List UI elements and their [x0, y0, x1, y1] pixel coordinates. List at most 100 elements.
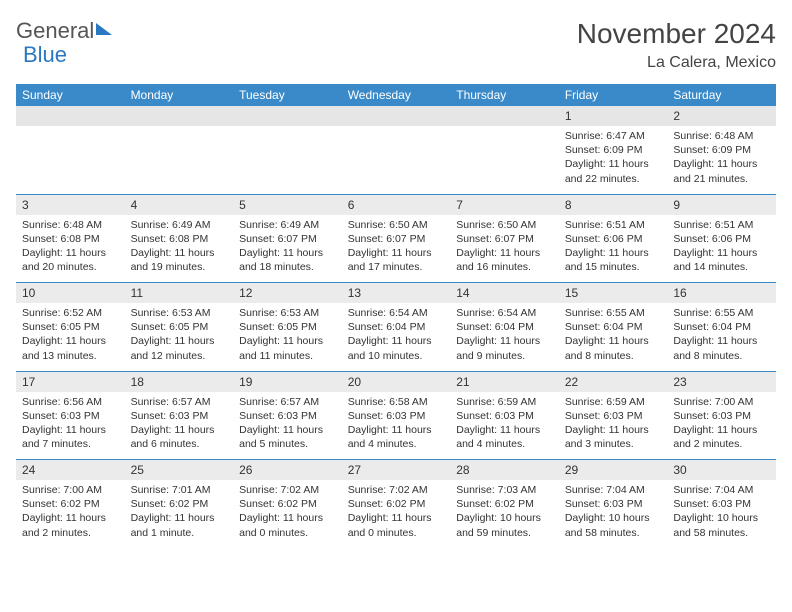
dayhead-sun: Sunday [16, 84, 125, 106]
day-line: and 3 minutes. [565, 437, 662, 451]
day-cell: Sunrise: 7:03 AMSunset: 6:02 PMDaylight:… [450, 480, 559, 548]
day-cell [16, 126, 125, 194]
day-line: Sunset: 6:02 PM [131, 497, 228, 511]
date-number: 1 [559, 106, 668, 126]
content-row: Sunrise: 6:56 AMSunset: 6:03 PMDaylight:… [16, 392, 776, 460]
day-line: and 8 minutes. [673, 349, 770, 363]
day-line: Daylight: 11 hours [131, 334, 228, 348]
day-cell: Sunrise: 6:58 AMSunset: 6:03 PMDaylight:… [342, 392, 451, 460]
date-number: 25 [125, 460, 234, 481]
day-line: Sunrise: 6:53 AM [131, 306, 228, 320]
day-line: and 13 minutes. [22, 349, 119, 363]
date-number: 26 [233, 460, 342, 481]
day-line: Sunrise: 6:58 AM [348, 395, 445, 409]
date-number: 16 [667, 283, 776, 304]
day-line: Sunrise: 7:00 AM [673, 395, 770, 409]
day-line: Daylight: 11 hours [456, 246, 553, 260]
day-cell: Sunrise: 6:49 AMSunset: 6:08 PMDaylight:… [125, 215, 234, 283]
day-cell: Sunrise: 6:51 AMSunset: 6:06 PMDaylight:… [667, 215, 776, 283]
day-line: Sunset: 6:08 PM [22, 232, 119, 246]
date-number: 30 [667, 460, 776, 481]
day-line: and 4 minutes. [456, 437, 553, 451]
day-line: Sunrise: 6:55 AM [565, 306, 662, 320]
day-cell: Sunrise: 6:48 AMSunset: 6:09 PMDaylight:… [667, 126, 776, 194]
day-line: and 20 minutes. [22, 260, 119, 274]
day-line: Sunset: 6:03 PM [131, 409, 228, 423]
day-cell: Sunrise: 7:02 AMSunset: 6:02 PMDaylight:… [233, 480, 342, 548]
date-number: 14 [450, 283, 559, 304]
date-row: 17181920212223 [16, 371, 776, 392]
day-line: Sunrise: 7:04 AM [565, 483, 662, 497]
logo-text-1: General [16, 18, 94, 44]
day-cell: Sunrise: 7:02 AMSunset: 6:02 PMDaylight:… [342, 480, 451, 548]
day-line: and 2 minutes. [22, 526, 119, 540]
day-line: Sunset: 6:03 PM [673, 409, 770, 423]
day-line: Sunrise: 7:01 AM [131, 483, 228, 497]
day-line: Sunset: 6:07 PM [348, 232, 445, 246]
day-cell: Sunrise: 6:54 AMSunset: 6:04 PMDaylight:… [342, 303, 451, 371]
day-line: Sunset: 6:02 PM [348, 497, 445, 511]
date-number: 8 [559, 194, 668, 215]
header: General November 2024 La Calera, Mexico [16, 18, 776, 72]
day-line: Daylight: 11 hours [348, 334, 445, 348]
day-line: Sunrise: 6:50 AM [348, 218, 445, 232]
day-line: Daylight: 11 hours [348, 511, 445, 525]
day-line: Daylight: 11 hours [239, 423, 336, 437]
content-row: Sunrise: 6:47 AMSunset: 6:09 PMDaylight:… [16, 126, 776, 194]
logo: General [16, 18, 112, 44]
day-line: and 2 minutes. [673, 437, 770, 451]
dayhead-sat: Saturday [667, 84, 776, 106]
day-line: Sunrise: 7:00 AM [22, 483, 119, 497]
day-line: Daylight: 11 hours [348, 246, 445, 260]
day-line: Daylight: 11 hours [565, 246, 662, 260]
day-cell: Sunrise: 6:52 AMSunset: 6:05 PMDaylight:… [16, 303, 125, 371]
day-line: Daylight: 11 hours [131, 423, 228, 437]
day-cell: Sunrise: 6:50 AMSunset: 6:07 PMDaylight:… [450, 215, 559, 283]
date-number [450, 106, 559, 126]
day-line: Daylight: 11 hours [131, 246, 228, 260]
day-line: Sunrise: 6:49 AM [131, 218, 228, 232]
date-number: 7 [450, 194, 559, 215]
day-line: Sunset: 6:03 PM [22, 409, 119, 423]
content-row: Sunrise: 6:52 AMSunset: 6:05 PM Daylight:… [16, 303, 776, 371]
day-line: Sunrise: 6:52 AM [22, 306, 119, 320]
day-line: Sunset: 6:03 PM [565, 497, 662, 511]
day-cell: Sunrise: 6:54 AMSunset: 6:04 PMDaylight:… [450, 303, 559, 371]
day-line: Daylight: 11 hours [22, 511, 119, 525]
day-cell: Sunrise: 6:47 AMSunset: 6:09 PMDaylight:… [559, 126, 668, 194]
day-line: and 59 minutes. [456, 526, 553, 540]
day-cell: Sunrise: 6:55 AMSunset: 6:04 PMDaylight:… [559, 303, 668, 371]
day-line: Daylight: 11 hours [22, 423, 119, 437]
day-line: Sunrise: 7:03 AM [456, 483, 553, 497]
date-number: 17 [16, 371, 125, 392]
day-line: Daylight: 11 hours [565, 423, 662, 437]
dayhead-fri: Friday [559, 84, 668, 106]
date-number: 15 [559, 283, 668, 304]
day-line: Sunrise: 6:51 AM [565, 218, 662, 232]
day-line: Sunset: 6:04 PM [456, 320, 553, 334]
day-cell [125, 126, 234, 194]
day-cell: Sunrise: 6:59 AMSunset: 6:03 PMDaylight:… [559, 392, 668, 460]
day-line: Sunrise: 6:48 AM [673, 129, 770, 143]
day-line: Daylight: 11 hours [239, 246, 336, 260]
day-line: Daylight: 11 hours [673, 423, 770, 437]
day-line: and 9 minutes. [456, 349, 553, 363]
day-line: Sunset: 6:02 PM [22, 497, 119, 511]
date-number: 20 [342, 371, 451, 392]
day-line: and 0 minutes. [239, 526, 336, 540]
logo-triangle-icon [96, 23, 112, 35]
day-line: and 58 minutes. [673, 526, 770, 540]
day-line: Sunset: 6:05 PM [22, 320, 119, 334]
day-line: Sunset: 6:04 PM [348, 320, 445, 334]
day-line: Sunrise: 6:56 AM [22, 395, 119, 409]
day-line: Sunrise: 6:54 AM [456, 306, 553, 320]
date-number: 22 [559, 371, 668, 392]
day-cell: Sunrise: 7:00 AMSunset: 6:03 PMDaylight:… [667, 392, 776, 460]
date-number: 28 [450, 460, 559, 481]
day-line: and 1 minute. [131, 526, 228, 540]
date-number [342, 106, 451, 126]
day-line: and 18 minutes. [239, 260, 336, 274]
day-line: Sunrise: 7:04 AM [673, 483, 770, 497]
date-number: 10 [16, 283, 125, 304]
day-line: Sunset: 6:07 PM [239, 232, 336, 246]
